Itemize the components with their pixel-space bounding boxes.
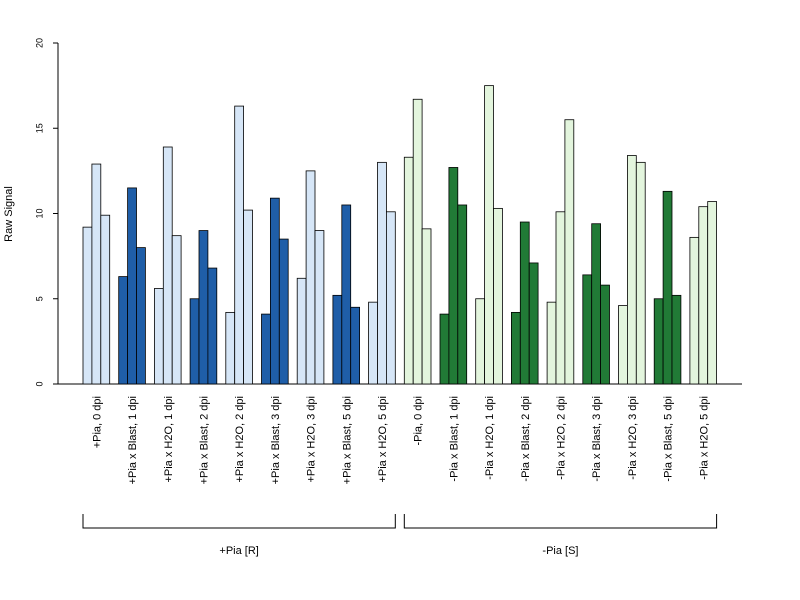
bar bbox=[269, 197, 280, 385]
bar bbox=[118, 276, 128, 385]
bar bbox=[662, 190, 673, 385]
category-label: +Pia, 0 dpi bbox=[91, 396, 103, 448]
bars bbox=[82, 85, 718, 385]
bar bbox=[546, 301, 557, 385]
bar bbox=[707, 201, 718, 385]
category-label: -Pia x Blast, 1 dpi bbox=[448, 396, 460, 482]
bar bbox=[332, 294, 343, 385]
bar bbox=[510, 311, 521, 385]
bar bbox=[671, 294, 682, 385]
bar bbox=[127, 187, 137, 385]
category-label: -Pia x Blast, 2 dpi bbox=[520, 396, 532, 482]
bar bbox=[564, 119, 575, 385]
bar bbox=[243, 209, 253, 385]
bar bbox=[457, 204, 468, 385]
y-tick-label: 15 bbox=[34, 123, 44, 133]
bar bbox=[350, 306, 361, 385]
category-label: +Pia x H2O, 3 dpi bbox=[306, 396, 318, 483]
bar bbox=[493, 207, 503, 385]
bar bbox=[484, 85, 494, 385]
y-tick-label: 10 bbox=[34, 208, 44, 218]
y-axis-title: Raw Signal bbox=[3, 186, 15, 242]
bar bbox=[171, 235, 182, 385]
bar bbox=[627, 155, 637, 385]
bar bbox=[421, 228, 432, 385]
bar bbox=[278, 238, 289, 385]
bar bbox=[555, 211, 566, 385]
category-label: +Pia x Blast, 5 dpi bbox=[341, 396, 353, 484]
category-label: +Pia x H2O, 1 dpi bbox=[163, 396, 175, 483]
group-label: +Pia [R] bbox=[219, 545, 258, 557]
category-label: -Pia x H2O, 3 dpi bbox=[627, 396, 639, 480]
bar bbox=[136, 247, 146, 385]
bar bbox=[582, 274, 593, 385]
bar bbox=[314, 230, 325, 385]
group-brackets: +Pia [R] -Pia [S] bbox=[82, 514, 718, 557]
category-label: -Pia x H2O, 5 dpi bbox=[698, 396, 710, 480]
category-label: +Pia x Blast, 2 dpi bbox=[198, 396, 210, 484]
bar bbox=[207, 267, 218, 385]
bar bbox=[635, 161, 646, 385]
bar bbox=[519, 221, 530, 385]
bar bbox=[448, 167, 459, 385]
group-bracket bbox=[82, 514, 396, 529]
bar bbox=[91, 163, 102, 385]
bar bbox=[591, 223, 602, 385]
bar bbox=[439, 313, 450, 385]
bar bbox=[82, 226, 93, 385]
category-label: +Pia x H2O, 5 dpi bbox=[377, 396, 389, 483]
bar bbox=[412, 98, 423, 385]
bar bbox=[341, 204, 352, 385]
group-label: -Pia [S] bbox=[542, 545, 578, 557]
bar bbox=[225, 311, 236, 385]
bar bbox=[261, 313, 271, 385]
bar bbox=[403, 156, 414, 385]
category-label: -Pia x H2O, 2 dpi bbox=[555, 396, 567, 480]
bar bbox=[653, 298, 664, 385]
bar bbox=[296, 277, 307, 385]
bar bbox=[377, 161, 387, 385]
bar bbox=[153, 288, 164, 385]
bar bbox=[618, 305, 628, 385]
bar bbox=[305, 170, 316, 385]
bar bbox=[600, 284, 610, 385]
y-tick-label: 20 bbox=[34, 38, 44, 48]
bar bbox=[368, 301, 378, 385]
bar bbox=[234, 105, 244, 385]
category-label: -Pia x Blast, 3 dpi bbox=[591, 396, 603, 482]
category-label: -Pia x H2O, 1 dpi bbox=[484, 396, 496, 480]
y-tick-label: 5 bbox=[34, 296, 44, 301]
category-label: +Pia x Blast, 3 dpi bbox=[270, 396, 282, 484]
bar bbox=[698, 206, 709, 385]
group-bracket bbox=[403, 514, 718, 529]
category-label: +Pia x H2O, 2 dpi bbox=[234, 396, 246, 483]
bar bbox=[162, 146, 173, 385]
category-label: -Pia, 0 dpi bbox=[413, 396, 425, 446]
y-tick-label: 0 bbox=[34, 381, 44, 386]
bar bbox=[475, 298, 486, 385]
bar bbox=[100, 214, 111, 385]
bar bbox=[198, 230, 209, 385]
category-labels: +Pia, 0 dpi +Pia x Blast, 1 dpi +Pia x H2O… bbox=[91, 396, 710, 484]
bar bbox=[189, 298, 200, 385]
bar bbox=[528, 262, 539, 385]
bar bbox=[385, 211, 396, 385]
category-label: -Pia x Blast, 5 dpi bbox=[663, 396, 675, 482]
category-label: +Pia x Blast, 1 dpi bbox=[127, 396, 139, 484]
bar bbox=[689, 236, 700, 385]
